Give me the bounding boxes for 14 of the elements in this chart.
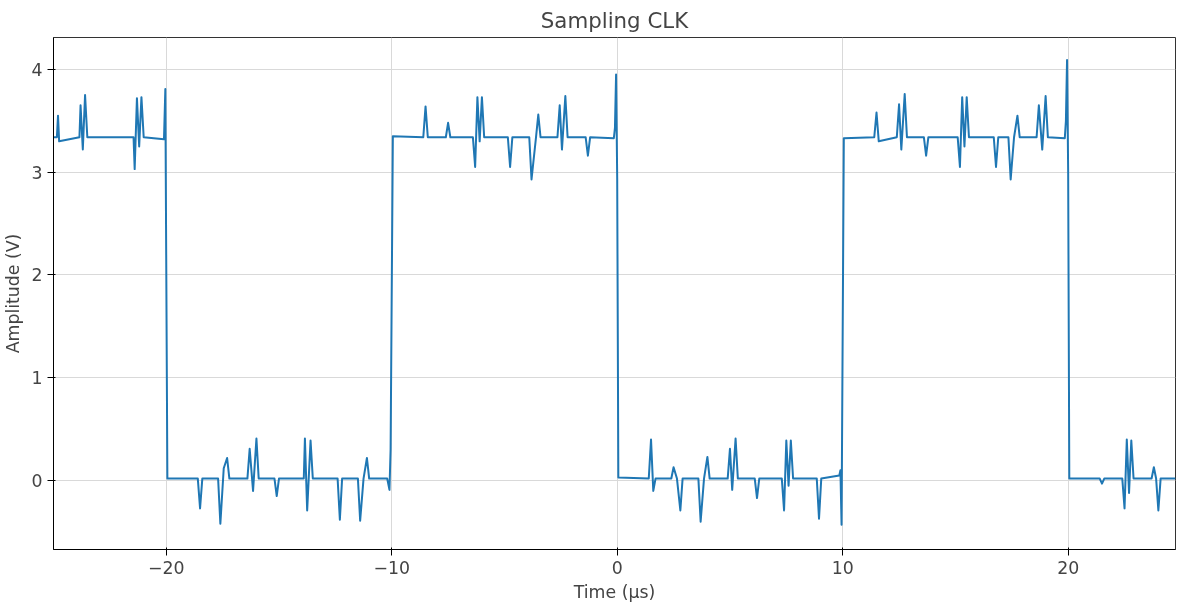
y-axis-title: Amplitude (V) <box>3 233 24 354</box>
line-series <box>53 59 1176 526</box>
y-tick-label: 1 <box>31 368 43 389</box>
x-axis-title: Time (µs) <box>572 581 656 602</box>
x-tick-label: 10 <box>831 557 854 578</box>
y-tick-label: 4 <box>31 59 43 80</box>
x-tick-label: 20 <box>1057 557 1080 578</box>
y-tick-label: 0 <box>31 471 43 492</box>
x-tick-label: 0 <box>611 557 623 578</box>
chart-title: Sampling CLK <box>540 7 690 33</box>
x-tick-label: −10 <box>373 557 411 578</box>
x-tick-label: −20 <box>147 557 185 578</box>
y-tick-label: 3 <box>31 162 43 183</box>
y-tick-label: 2 <box>31 265 43 286</box>
